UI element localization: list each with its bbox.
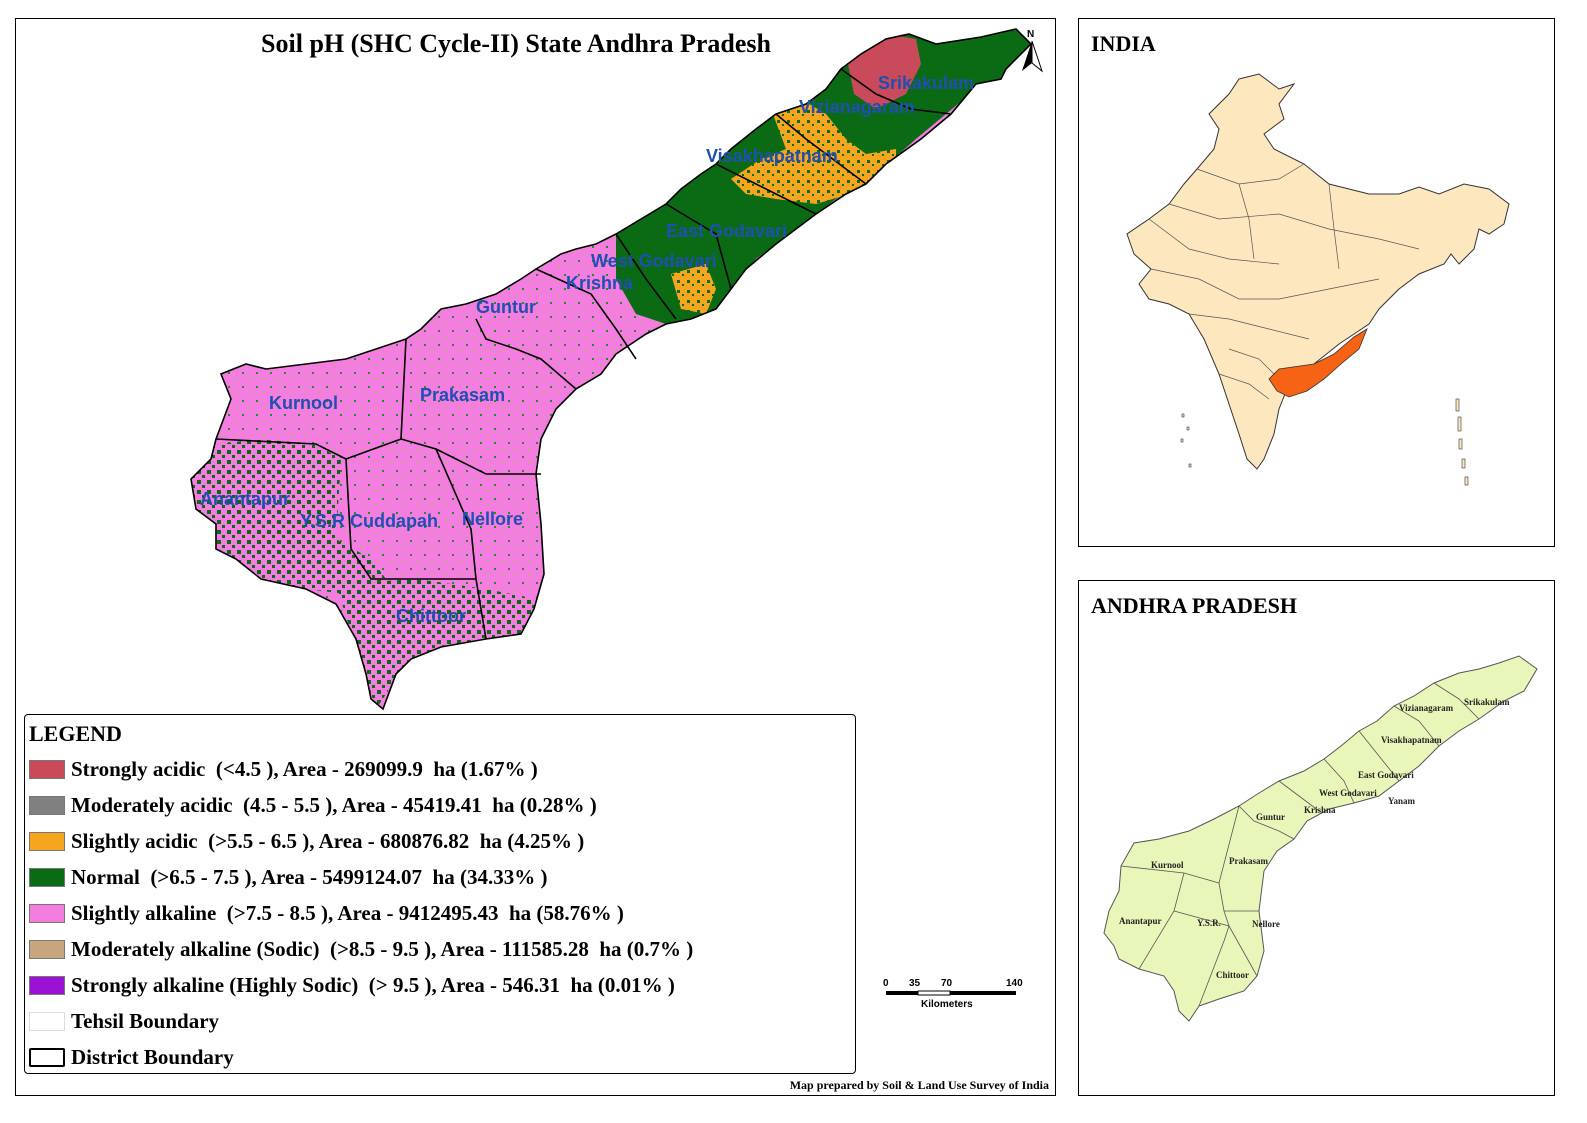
inset-label-guntur: Guntur xyxy=(1256,812,1285,822)
india-map xyxy=(1126,73,1510,486)
label-srikakulam: Srikakulam xyxy=(878,73,974,93)
anantapur-mixed-area xyxy=(191,439,386,594)
soil-ph-map: Srikakulam Vizianagaram Visakhapatnam Ea… xyxy=(190,28,1044,710)
inset-label-visakhapatnam: Visakhapatnam xyxy=(1381,735,1442,745)
main-map-frame: Soil pH (SHC Cycle-II) State Andhra Prad… xyxy=(15,18,1056,1096)
slightly-acidic-area xyxy=(731,99,896,204)
ap-inset-title: ANDHRA PRADESH xyxy=(1091,593,1297,618)
inset-label-chittoor: Chittoor xyxy=(1216,970,1249,980)
label-kurnool: Kurnool xyxy=(269,393,338,413)
legend-item-district-boundary: District Boundary xyxy=(29,1043,234,1071)
swatch-district-boundary xyxy=(29,1047,65,1067)
inset-label-krishna: Krishna xyxy=(1304,805,1336,815)
inset-label-srikakulam: Srikakulam xyxy=(1464,697,1510,707)
legend-item-moderately-acidic: Moderately acidic (4.5 - 5.5 ), Area - 4… xyxy=(29,791,597,819)
district-labels: Srikakulam Vizianagaram Visakhapatnam Ea… xyxy=(200,73,974,626)
district-boundaries xyxy=(190,28,1032,710)
map-title: Soil pH (SHC Cycle-II) State Andhra Prad… xyxy=(261,29,771,58)
legend-item-slightly-alkaline: Slightly alkaline (>7.5 - 8.5 ), Area - … xyxy=(29,899,624,927)
scale-tick-140: 140 xyxy=(1006,978,1023,989)
legend-title: LEGEND xyxy=(29,721,122,746)
label-west-godavari: West Godavari xyxy=(591,251,717,271)
svg-text:N: N xyxy=(1027,29,1034,40)
legend-item-strongly-acidic: Strongly acidic (<4.5 ), Area - 269099.9… xyxy=(29,755,538,783)
legend-item-slightly-acidic: Slightly acidic (>5.5 - 6.5 ), Area - 68… xyxy=(29,827,584,855)
chittoor-mixed-area xyxy=(336,579,536,709)
inset-label-prakasam: Prakasam xyxy=(1229,856,1269,866)
inset-label-yanam: Yanam xyxy=(1388,796,1416,806)
inset-label-west-godavari: West Godavari xyxy=(1319,788,1377,798)
legend-item-strongly-alkaline: Strongly alkaline (Highly Sodic) (> 9.5 … xyxy=(29,971,675,999)
label-visakhapatnam: Visakhapatnam xyxy=(706,146,838,166)
label-ysr-cuddapah: Y.S.R Cuddapah xyxy=(300,511,438,531)
india-inset: INDIA xyxy=(1078,18,1555,547)
legend-item-moderately-alkaline: Moderately alkaline (Sodic) (>8.5 - 9.5 … xyxy=(29,935,693,963)
ap-district-boundaries xyxy=(1120,682,1480,1007)
inset-label-kurnool: Kurnool xyxy=(1151,860,1184,870)
label-chittoor: Chittoor xyxy=(396,606,466,626)
slightly-acidic-area-south xyxy=(671,264,716,314)
label-prakasam: Prakasam xyxy=(420,385,505,405)
scale-bar: 0 35 70 140 Kilometers xyxy=(883,978,1023,1010)
scale-unit: Kilometers xyxy=(921,999,973,1010)
swatch-slightly-alkaline xyxy=(29,903,65,923)
ap-districts-map: Srikakulam Vizianagaram Visakhapatnam Ea… xyxy=(1103,655,1538,1022)
swatch-strongly-acidic xyxy=(29,759,65,779)
swatch-normal xyxy=(29,867,65,887)
label-anantapur: Anantapur xyxy=(200,489,290,509)
scale-tick-35: 35 xyxy=(909,978,921,989)
swatch-moderately-acidic xyxy=(29,795,65,815)
india-state-boundaries xyxy=(1148,163,1420,400)
map-credit: Map prepared by Soil & Land Use Survey o… xyxy=(789,1078,1049,1092)
legend-item-tehsil-boundary: Tehsil Boundary xyxy=(29,1007,219,1035)
legend-item-normal: Normal (>6.5 - 7.5 ), Area - 5499124.07 … xyxy=(29,863,547,891)
ap-outline xyxy=(1103,655,1538,1022)
inset-label-anantapur: Anantapur xyxy=(1119,916,1162,926)
ap-inset-labels: Srikakulam Vizianagaram Visakhapatnam Ea… xyxy=(1119,697,1510,980)
inset-label-nellore: Nellore xyxy=(1252,919,1280,929)
inset-label-east-godavari: East Godavari xyxy=(1358,770,1414,780)
inset-label-vizianagaram: Vizianagaram xyxy=(1399,703,1454,713)
label-nellore: Nellore xyxy=(462,509,523,529)
north-arrow-icon: N xyxy=(1022,29,1044,73)
island-group-west xyxy=(1180,413,1192,468)
label-guntur: Guntur xyxy=(476,297,536,317)
island-group-east xyxy=(1455,398,1469,486)
andhra-pradesh-highlight xyxy=(1268,328,1368,398)
india-inset-title: INDIA xyxy=(1091,31,1156,56)
ph-classes xyxy=(191,29,1031,709)
swatch-strongly-alkaline xyxy=(29,975,65,995)
legend: LEGEND Strongly acidic (<4.5 ), Area - 2… xyxy=(24,714,856,1074)
scale-tick-0: 0 xyxy=(883,978,889,989)
label-east-godavari: East Godavari xyxy=(666,221,787,241)
label-krishna: Krishna xyxy=(566,273,634,293)
scale-tick-70: 70 xyxy=(941,978,953,989)
strongly-acidic-area xyxy=(846,34,921,109)
swatch-slightly-acidic xyxy=(29,831,65,851)
swatch-tehsil-boundary xyxy=(29,1011,65,1031)
label-vizianagaram: Vizianagaram xyxy=(799,97,915,117)
inset-label-ysr: Y.S.R. xyxy=(1197,918,1221,928)
andhra-pradesh-inset: ANDHRA PRADESH Srikakulam Vizianagaram V… xyxy=(1078,580,1555,1096)
swatch-moderately-alkaline xyxy=(29,939,65,959)
india-outline xyxy=(1126,73,1510,470)
